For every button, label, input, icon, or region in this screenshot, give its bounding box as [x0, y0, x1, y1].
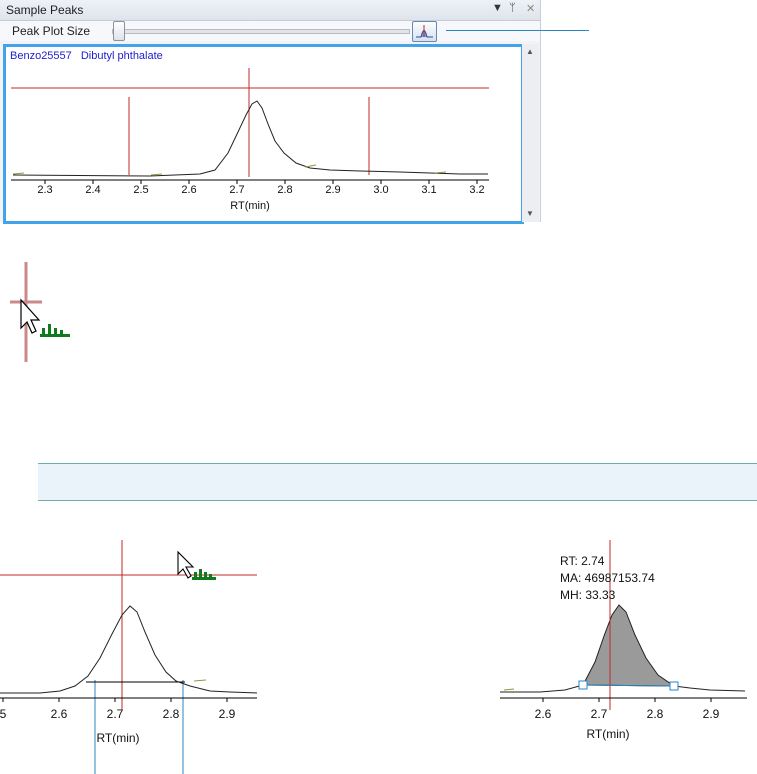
peak-plot-size-label: Peak Plot Size — [12, 24, 91, 38]
x-tick-label: 2.8 — [277, 184, 292, 196]
pin-icon[interactable]: ᛘ — [509, 2, 516, 14]
peak-start-handle — [578, 680, 588, 690]
callout-line — [446, 30, 589, 31]
peak-plot-size-slider[interactable] — [112, 29, 410, 34]
integration-cursor-illustration — [10, 262, 70, 362]
x-tick-label: 2.6 — [51, 707, 68, 721]
x-tick-label: 2.9 — [219, 707, 236, 721]
x-tick-label: 2.7 — [229, 184, 244, 196]
x-tick-label: 2.6 — [535, 707, 552, 721]
vertical-scrollbar[interactable]: ▲ ▼ — [522, 44, 539, 222]
x-tick-label: 2.4 — [85, 184, 100, 196]
baseline-tick-4 — [434, 171, 447, 174]
ma-readout: MA: 46987153.74 — [560, 571, 655, 585]
close-icon[interactable]: ✕ — [526, 3, 536, 15]
scroll-down-icon[interactable]: ▼ — [526, 209, 534, 218]
scroll-up-icon[interactable]: ▲ — [526, 47, 534, 56]
slider-thumb[interactable] — [113, 21, 125, 41]
x-tick-label: 2.8 — [163, 707, 180, 721]
sample-peaks-panel: Sample Peaks ▼ ᛘ ✕ Peak Plot Size Benzo2… — [0, 0, 541, 224]
integrated-peak-area — [582, 604, 676, 687]
panel-title: Sample Peaks — [6, 3, 84, 17]
x-tick-label: 5 — [490, 707, 491, 721]
chromatogram-trace — [12, 100, 488, 177]
baseline-tick-3 — [304, 164, 317, 168]
peak-end-handle — [669, 681, 679, 691]
rt-readout: RT: 2.74 — [560, 554, 605, 568]
compound-header: Benzo25557 Dibutyl phthalate — [10, 50, 169, 62]
mh-readout: MH: 33.33 — [560, 588, 616, 602]
x-tick-label: 2.9 — [325, 184, 340, 196]
x-tick-label: 5 — [0, 707, 7, 721]
x-tick-label: 2.6 — [181, 184, 196, 196]
x-axis-label: RT(min) — [586, 727, 629, 741]
arrow-cursor-icon — [20, 298, 41, 334]
peak-plot[interactable] — [3, 44, 524, 224]
note-band — [38, 463, 757, 501]
x-tick-label: 2.7 — [591, 707, 608, 721]
compound-name: Dibutyl phthalate — [80, 50, 163, 62]
chromatogram-trace — [0, 605, 258, 694]
bar-chart-cursor-icon — [192, 569, 216, 580]
x-axis-ticks: 5 2.6 2.7 2.8 2.9 — [0, 698, 236, 721]
bar-chart-cursor-icon — [40, 324, 70, 337]
x-tick-label: 2.9 — [703, 707, 720, 721]
x-tick-label: 2.7 — [107, 707, 124, 721]
chromatogram-trace — [500, 684, 746, 693]
x-tick-label: 3.2 — [469, 184, 484, 196]
baseline-tick-2 — [150, 173, 163, 176]
right-example-plot: 5 2.6 2.7 2.8 2.9 RT(min) RT: 2.74 MA: 46987… — [490, 540, 747, 741]
x-tick-label: 2.8 — [647, 707, 664, 721]
manual-integration-button[interactable] — [412, 21, 437, 42]
integration-baseline — [582, 684, 675, 687]
peak-icon — [416, 25, 433, 38]
left-example-plot: 5 2.6 2.7 2.8 2.9 RT(min) — [0, 540, 258, 774]
x-tick-label: 3.1 — [421, 184, 436, 196]
x-axis-label: RT(min) — [96, 731, 139, 745]
dropdown-icon[interactable]: ▼ — [492, 2, 503, 14]
panel-titlebar: Sample Peaks ▼ ᛘ ✕ — [0, 0, 540, 21]
arrow-cursor-icon — [177, 550, 195, 579]
x-axis-label: RT(min) — [230, 200, 270, 212]
compound-id: Benzo25557 — [10, 50, 72, 62]
x-tick-label: 3.0 — [373, 184, 388, 196]
x-tick-label: 2.5 — [133, 184, 148, 196]
peak-plot-drawing: 2.3 2.4 2.5 2.6 2.7 2.8 2.9 3.0 3.1 3.2 RT(min) — [11, 68, 489, 212]
x-tick-label: 2.3 — [37, 184, 52, 196]
x-axis-ticks: 2.3 2.4 2.5 2.6 2.7 2.8 2.9 3.0 3.1 3.2 — [37, 180, 485, 196]
x-axis-ticks: 5 2.6 2.7 2.8 2.9 — [490, 698, 720, 721]
baseline-tick-1 — [12, 172, 25, 175]
